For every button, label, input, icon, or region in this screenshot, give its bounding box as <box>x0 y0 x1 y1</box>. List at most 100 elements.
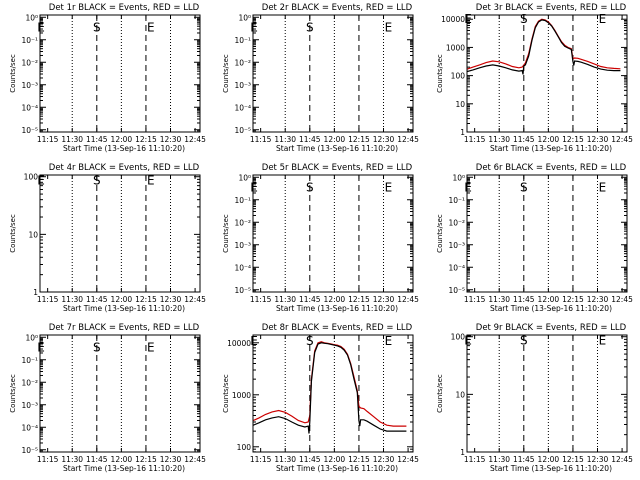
x-tick-label: 11:15 <box>37 455 59 464</box>
x-tick-label: 12:30 <box>587 455 609 464</box>
x-tick-label: 12:15 <box>135 295 157 304</box>
x-tick-label: 12:15 <box>562 135 584 144</box>
y-tick-label: 10⁻³ <box>234 241 251 250</box>
series-line-events <box>467 19 621 75</box>
x-axis-label: Start Time (13-Sep-16 11:10:20) <box>490 464 612 473</box>
x-tick-label: 12:30 <box>160 455 182 464</box>
event-marker-label: S <box>93 20 101 34</box>
x-tick-label: 12:00 <box>324 295 346 304</box>
event-marker-label: E <box>147 20 155 34</box>
y-tick-label: 10⁻⁴ <box>448 263 465 272</box>
event-marker-label: E <box>599 180 607 194</box>
x-tick-label: 11:45 <box>513 455 535 464</box>
x-tick-label: 11:15 <box>250 135 272 144</box>
x-tick-label: 11:45 <box>299 295 321 304</box>
plot-frame <box>39 334 201 453</box>
x-tick-label: 12:00 <box>324 455 346 464</box>
event-marker-label: S <box>306 180 314 194</box>
chart-title: Det 4r BLACK = Events, RED = LLD <box>49 163 200 173</box>
y-tick-label: 10⁰ <box>25 13 38 22</box>
plot-frame <box>39 174 201 293</box>
series-line-events <box>253 342 407 434</box>
x-tick-label: 11:15 <box>250 455 272 464</box>
x-tick-label: 12:15 <box>135 455 157 464</box>
x-axis-label: Start Time (13-Sep-16 11:10:20) <box>276 144 398 153</box>
x-tick-label: 12:00 <box>111 295 133 304</box>
x-tick-label: 12:30 <box>587 135 609 144</box>
x-tick-label: 11:30 <box>274 295 296 304</box>
event-marker-label: S <box>306 20 314 34</box>
x-tick-label: 12:15 <box>135 135 157 144</box>
y-tick-label: 10⁻² <box>21 378 38 387</box>
x-tick-label: 12:45 <box>611 455 633 464</box>
y-tick-label: 100 <box>24 173 39 182</box>
y-tick-label: 100 <box>237 443 252 452</box>
event-marker-label: E <box>385 334 393 348</box>
event-marker-label: E <box>464 334 472 348</box>
x-tick-label: 12:00 <box>111 455 133 464</box>
x-tick-label: 11:15 <box>464 455 486 464</box>
y-tick-label: 10⁻² <box>21 58 38 67</box>
event-marker-label: E <box>464 180 472 194</box>
plot-frame <box>252 174 414 293</box>
event-marker-label: E <box>385 20 393 34</box>
y-tick-label: 10⁻⁵ <box>448 286 465 295</box>
y-tick-label: 10⁻⁵ <box>21 126 38 135</box>
x-tick-label: 12:00 <box>538 455 560 464</box>
y-tick-label: 10⁻¹ <box>21 356 38 365</box>
y-tick-label: 10 <box>455 390 465 399</box>
x-tick-label: 12:15 <box>348 135 370 144</box>
event-marker-label: E <box>250 20 258 34</box>
x-tick-label: 11:30 <box>488 135 510 144</box>
chart-title: Det 5r BLACK = Events, RED = LLD <box>262 163 413 173</box>
event-marker-label: S <box>520 334 528 348</box>
y-axis-label: Counts/sec <box>222 374 230 413</box>
x-tick-label: 12:30 <box>587 295 609 304</box>
y-tick-label: 10 <box>28 230 38 239</box>
x-tick-label: 12:45 <box>397 455 419 464</box>
x-tick-label: 11:15 <box>37 295 59 304</box>
x-tick-label: 12:30 <box>160 135 182 144</box>
event-marker-label: S <box>520 180 528 194</box>
x-tick-label: 12:15 <box>562 295 584 304</box>
x-tick-label: 12:45 <box>397 295 419 304</box>
x-tick-label: 11:45 <box>513 295 535 304</box>
plot-frame <box>252 334 414 453</box>
x-tick-label: 12:30 <box>373 295 395 304</box>
x-axis-label: Start Time (13-Sep-16 11:10:20) <box>63 144 185 153</box>
y-tick-label: 10⁻¹ <box>234 36 251 45</box>
x-tick-label: 12:00 <box>538 135 560 144</box>
x-tick-label: 11:30 <box>61 295 83 304</box>
x-tick-label: 12:45 <box>611 295 633 304</box>
x-tick-label: 12:45 <box>184 295 206 304</box>
event-marker-label: E <box>37 20 45 34</box>
x-tick-label: 11:30 <box>61 135 83 144</box>
y-tick-label: 1000 <box>446 43 465 52</box>
y-axis-label: Counts/sec <box>9 374 17 413</box>
x-axis-label: Start Time (13-Sep-16 11:10:20) <box>490 144 612 153</box>
y-tick-label: 10 <box>455 100 465 109</box>
y-tick-label: 1 <box>460 128 465 137</box>
x-tick-label: 12:00 <box>324 135 346 144</box>
y-tick-label: 10⁻¹ <box>448 196 465 205</box>
y-tick-label: 10⁻¹ <box>21 36 38 45</box>
y-axis-label: Counts/sec <box>222 54 230 93</box>
x-tick-label: 12:45 <box>397 135 419 144</box>
chart-title: Det 7r BLACK = Events, RED = LLD <box>49 323 200 333</box>
y-axis-label: Counts/sec <box>9 214 17 253</box>
y-tick-label: 10⁰ <box>25 333 38 342</box>
x-axis-label: Start Time (13-Sep-16 11:10:20) <box>276 464 398 473</box>
event-marker-label: E <box>147 340 155 354</box>
y-tick-label: 10⁰ <box>238 13 251 22</box>
event-marker-label: E <box>385 180 393 194</box>
x-tick-label: 12:45 <box>611 135 633 144</box>
x-tick-label: 12:30 <box>373 455 395 464</box>
x-tick-label: 12:30 <box>373 135 395 144</box>
plot-frame <box>466 174 628 293</box>
